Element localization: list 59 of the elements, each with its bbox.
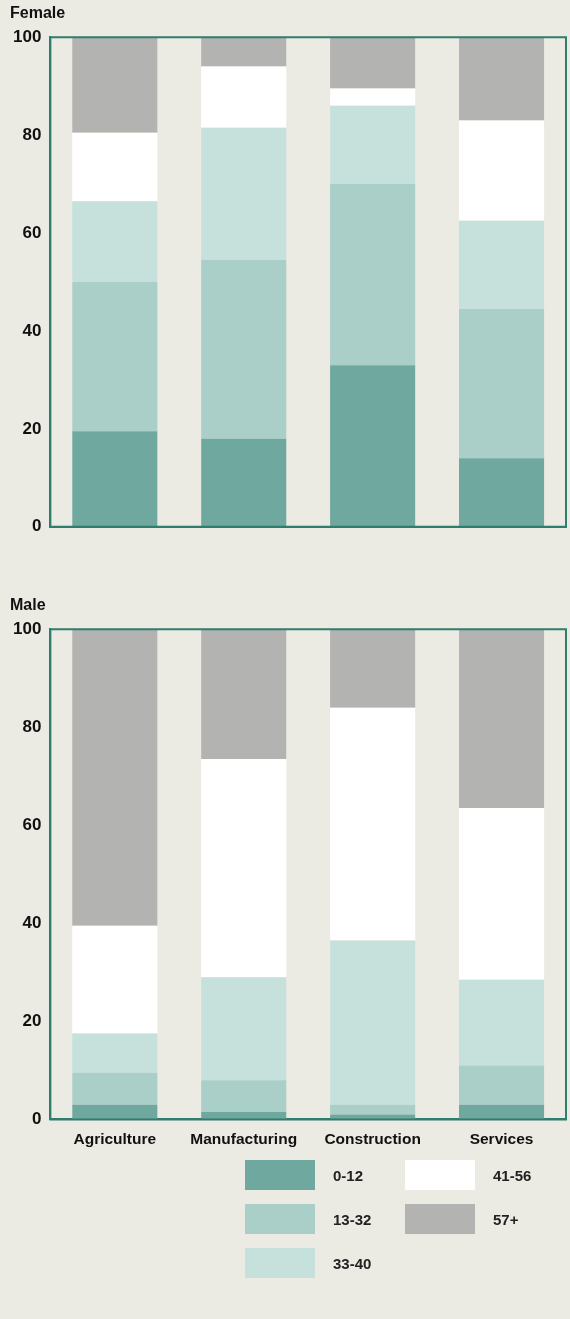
y-tick-label: 100 — [12, 618, 42, 638]
y-tick-label: 100 — [12, 26, 42, 46]
bar — [459, 308, 545, 459]
bar — [72, 201, 158, 282]
legend-label: 41-56 — [493, 1166, 532, 1184]
legend-label: 13-32 — [333, 1210, 372, 1228]
bar — [201, 759, 287, 978]
bar — [201, 438, 287, 527]
legend-label: 57+ — [493, 1210, 519, 1228]
y-tick-label: 0 — [31, 1109, 42, 1129]
chart-title: Female — [10, 4, 66, 22]
x-tick-label: Agriculture — [73, 1129, 157, 1147]
y-tick-label: 20 — [22, 418, 42, 438]
y-tick-label: 60 — [22, 222, 42, 242]
bar — [330, 707, 416, 941]
bar — [72, 925, 158, 1034]
y-tick-label: 80 — [22, 716, 42, 736]
bar — [72, 132, 158, 202]
y-tick-label: 20 — [22, 1011, 42, 1031]
bar — [201, 1080, 287, 1113]
bar — [72, 1072, 158, 1105]
bar — [330, 1104, 416, 1115]
x-tick-label: Services — [469, 1129, 534, 1147]
bar — [201, 66, 287, 128]
y-tick-label: 40 — [22, 320, 42, 340]
bar — [201, 259, 287, 439]
bar — [459, 220, 545, 309]
bar — [330, 940, 416, 1105]
bar — [459, 629, 545, 809]
bar — [459, 1065, 545, 1105]
bar — [459, 37, 545, 121]
bar — [459, 979, 545, 1066]
bar — [330, 88, 416, 106]
bar — [459, 458, 545, 527]
y-tick-label: 0 — [31, 516, 42, 536]
bar — [201, 37, 287, 67]
bar — [72, 629, 158, 926]
bar — [459, 120, 545, 221]
bar — [330, 184, 416, 366]
x-tick-label: Construction — [324, 1129, 421, 1147]
legend-label: 33-40 — [333, 1254, 372, 1272]
bar — [72, 282, 158, 432]
bar — [201, 629, 287, 760]
bar — [330, 105, 416, 185]
y-tick-label: 40 — [22, 913, 42, 933]
bar — [459, 808, 545, 980]
x-tick-label: Manufacturing — [190, 1129, 298, 1147]
y-tick-label: 80 — [22, 124, 42, 144]
bar — [330, 37, 416, 89]
bar — [201, 127, 287, 260]
bar — [330, 365, 416, 527]
legend-label: 0-12 — [333, 1166, 364, 1184]
chart-title: Male — [10, 596, 46, 614]
y-tick-label: 60 — [22, 814, 42, 834]
bar — [330, 629, 416, 708]
bar — [72, 431, 158, 527]
bar — [72, 37, 158, 133]
bar — [72, 1033, 158, 1073]
bar — [201, 977, 287, 1081]
